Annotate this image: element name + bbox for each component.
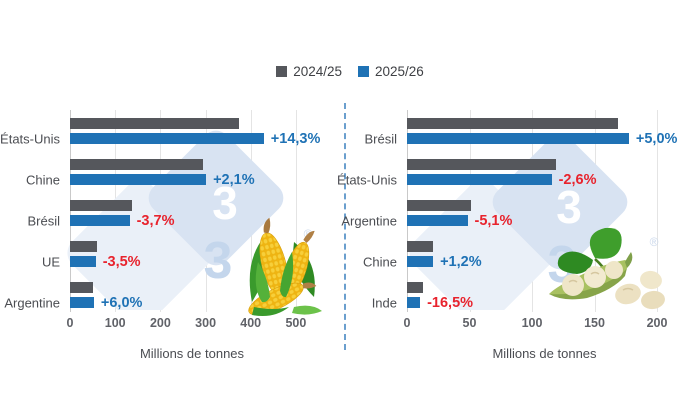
legend-label-2024-25: 2024/25 [293, 64, 342, 79]
bar-2025-26 [70, 215, 130, 226]
change-label: -5,1% [474, 212, 513, 229]
bar-2024-25 [407, 200, 471, 211]
x-tick-label: 100 [521, 316, 543, 330]
legend-item-2025-26: 2025/26 [358, 64, 424, 79]
bar-2024-25 [70, 241, 97, 252]
gridline [407, 110, 408, 312]
legend-swatch-2024-25 [276, 66, 288, 77]
x-tick-label: 150 [584, 316, 605, 330]
x-tick-label: 500 [285, 316, 307, 330]
bar-2024-25 [407, 282, 423, 293]
corn-illustration [248, 217, 322, 316]
gridline [657, 110, 658, 312]
change-label: +6,0% [100, 294, 143, 311]
legend: 2024/25 2025/26 [0, 64, 700, 79]
bar-2024-25 [70, 200, 132, 211]
category-axis-right: Brésil États-Unis Argentine Chine Inde [337, 110, 403, 312]
legend-label-2025-26: 2025/26 [375, 64, 424, 79]
category-label: États-Unis [0, 131, 60, 146]
x-tick-label: 50 [462, 316, 477, 330]
x-tick-label: 100 [104, 316, 126, 330]
legend-swatch-2025-26 [358, 66, 369, 77]
change-label: +5,0% [635, 130, 678, 147]
soybean-illustration [549, 227, 665, 310]
category-label: Argentine [341, 213, 397, 228]
x-tick-label: 0 [66, 316, 74, 330]
gridline [295, 110, 297, 312]
x-tick-label: 400 [240, 316, 262, 330]
change-label: -16,5% [427, 294, 474, 311]
bar-2025-26 [407, 297, 421, 308]
category-label: Brésil [27, 213, 60, 228]
bar-2024-25 [70, 159, 204, 170]
bar-2024-25 [407, 241, 433, 252]
panel-divider [344, 103, 346, 350]
category-label: Chine [26, 172, 60, 187]
change-label: +1,2% [440, 253, 482, 270]
change-label: +2,1% [213, 171, 255, 188]
bar-2025-26 [407, 133, 629, 144]
category-label: Chine [363, 254, 397, 269]
bar-2025-26 [70, 133, 264, 144]
change-label: -3,7% [136, 212, 175, 229]
bar-2025-26 [70, 174, 207, 185]
category-label: Inde [371, 295, 397, 310]
category-axis-left: États-Unis Chine Brésil UE Argentine [0, 110, 66, 312]
bar-2025-26 [407, 256, 434, 267]
bar-2024-25 [407, 118, 619, 129]
x-tick-label: 200 [149, 316, 171, 330]
x-axis-title-right: Millions de tonnes [492, 346, 597, 361]
bar-2025-26 [407, 215, 468, 226]
x-tick-label: 300 [195, 316, 217, 330]
bar-2025-26 [70, 256, 96, 267]
category-label: Brésil [364, 131, 397, 146]
category-label: États-Unis [337, 172, 397, 187]
x-tick-label: 0 [403, 316, 411, 330]
change-label: -3,5% [102, 253, 141, 270]
bar-2024-25 [407, 159, 556, 170]
change-label: +14,3% [270, 130, 321, 147]
bar-2024-25 [70, 118, 240, 129]
category-label: Argentine [4, 295, 60, 310]
x-tick-label: 200 [646, 316, 668, 330]
category-label: UE [41, 254, 60, 269]
legend-item-2024-25: 2024/25 [276, 64, 342, 79]
x-axis-title-left: Millions de tonnes [139, 346, 245, 361]
bar-2025-26 [407, 174, 552, 185]
change-label: -2,6% [558, 171, 597, 188]
bar-2024-25 [70, 282, 93, 293]
bar-2025-26 [70, 297, 94, 308]
